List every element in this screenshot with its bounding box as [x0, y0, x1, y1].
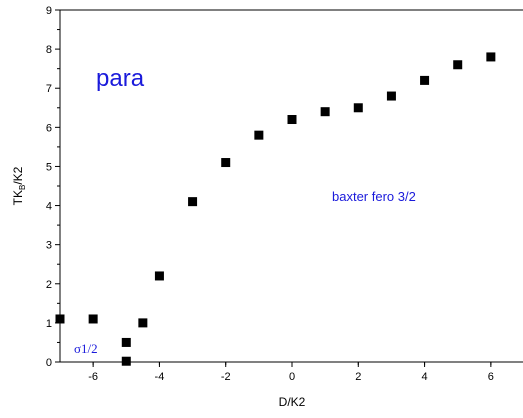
- data-point: [188, 197, 198, 207]
- y-tick-label: 8: [46, 44, 52, 56]
- y-tick-label: 7: [46, 83, 52, 95]
- annotation-baxter: baxter fero 3/2: [332, 189, 416, 204]
- y-axis-title-sub: B: [18, 185, 27, 190]
- data-point: [154, 271, 164, 281]
- y-axis-title-tail: /K2: [11, 166, 25, 184]
- x-tick-label: 2: [355, 371, 361, 383]
- data-point: [121, 356, 131, 366]
- data-point: [254, 130, 264, 140]
- data-point: [88, 314, 98, 324]
- x-tick-label: -4: [155, 371, 165, 383]
- data-point: [386, 91, 396, 101]
- x-tick-label: 0: [289, 371, 295, 383]
- data-point: [420, 75, 430, 85]
- y-tick-label: 3: [46, 240, 52, 252]
- data-point: [453, 60, 463, 70]
- data-point: [320, 107, 330, 117]
- data-point: [55, 314, 65, 324]
- y-tick-label: 6: [46, 122, 52, 134]
- x-tick-label: 4: [422, 371, 428, 383]
- x-axis-title: D/K2: [279, 395, 306, 409]
- data-point: [121, 337, 131, 347]
- annotation-para: para: [96, 65, 145, 92]
- y-tick-label: 5: [46, 161, 52, 173]
- y-tick-label: 9: [46, 5, 52, 17]
- data-point: [221, 158, 231, 168]
- data-point: [353, 103, 363, 113]
- y-axis-ticks: 0 1 2 3 4 5 6 7 8 9: [46, 5, 60, 369]
- x-tick-label: -2: [221, 371, 231, 383]
- y-tick-label: 2: [46, 279, 52, 291]
- x-axis-ticks: -6 -4 -2 0 2 4 6: [88, 362, 494, 383]
- data-point: [287, 115, 297, 125]
- x-tick-label: -6: [88, 371, 98, 383]
- y-tick-label: 1: [46, 318, 52, 330]
- y-tick-label: 4: [46, 201, 52, 213]
- x-tick-label: 6: [488, 371, 494, 383]
- data-point: [138, 318, 148, 328]
- y-tick-label: 0: [46, 357, 52, 369]
- data-point: [486, 52, 496, 62]
- annotation-sigma: σ1/2: [74, 341, 98, 356]
- y-axis-title-main: TK: [11, 190, 25, 205]
- data-points: [55, 52, 496, 366]
- y-axis-title: TKB/K2: [11, 166, 27, 205]
